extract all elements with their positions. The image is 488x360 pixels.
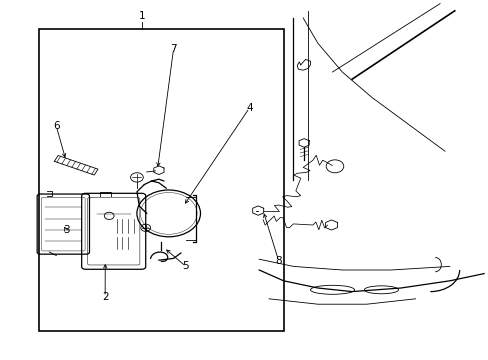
Text: 5: 5 <box>182 261 189 271</box>
Text: 3: 3 <box>62 225 69 235</box>
Text: 6: 6 <box>53 121 60 131</box>
Text: 7: 7 <box>170 44 177 54</box>
Text: 8: 8 <box>275 256 282 266</box>
Bar <box>39 29 283 331</box>
Text: 2: 2 <box>102 292 108 302</box>
Text: 4: 4 <box>245 103 252 113</box>
Text: 1: 1 <box>138 11 145 21</box>
